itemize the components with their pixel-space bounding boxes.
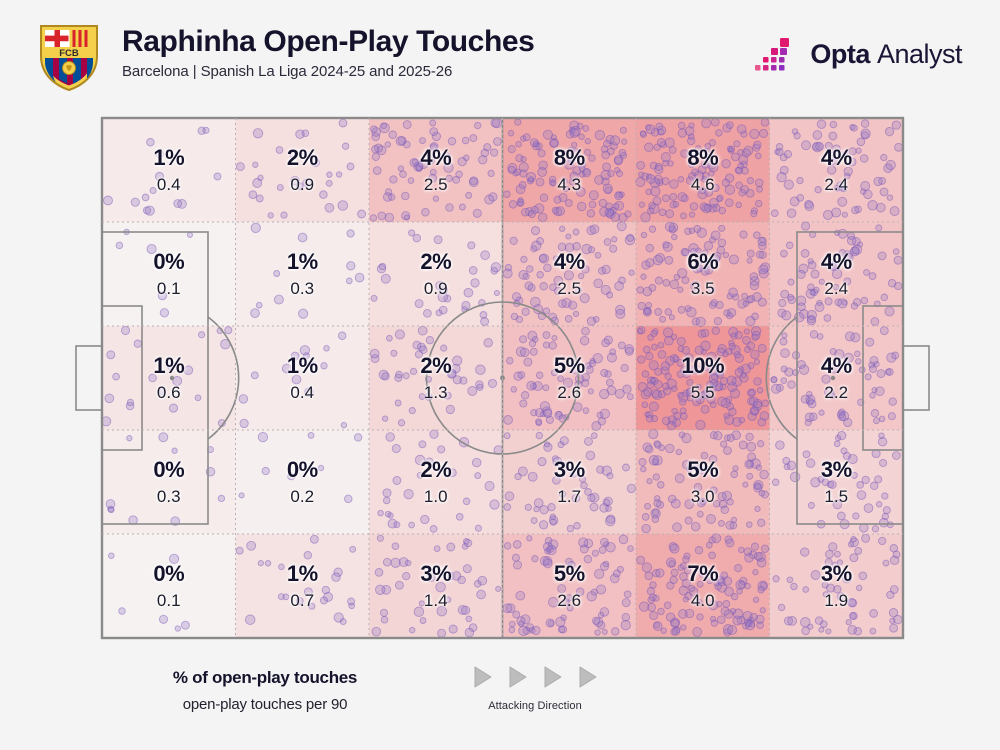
touch-dots [102, 118, 903, 638]
footer: % of open-play touches open-play touches… [0, 655, 1000, 750]
legend-primary-label: % of open-play touches [172, 668, 358, 687]
legend: % of open-play touches open-play touches… [150, 668, 380, 713]
page-title: Raphinha Open-Play Touches [122, 25, 535, 58]
attacking-direction: Attacking Direction [440, 665, 630, 712]
direction-arrow-icon [544, 666, 561, 688]
opta-brand-light: Analyst [876, 38, 963, 69]
zone-dividers [102, 118, 903, 638]
pitch-lines [75, 116, 930, 640]
legend-secondary-label: open-play touches per 90 [182, 696, 348, 713]
direction-arrows [440, 665, 630, 689]
direction-arrow-icon [579, 666, 596, 688]
attacking-direction-label: Attacking Direction [488, 700, 582, 712]
svg-text:FCB: FCB [59, 48, 79, 59]
direction-arrow-icon [474, 666, 491, 688]
pitch-heatmap: 1% 0.4 2% 0.9 4% 2.5 8% 4.3 8% 4.6 4% 2.4 0% 0.1 1% 0.3… [75, 116, 930, 640]
chart-subtitle: Barcelona | Spanish La Liga 2024-25 and … [122, 63, 453, 81]
pitch-svg [75, 116, 930, 640]
opta-bars-icon [755, 38, 790, 71]
heat-cells [102, 118, 903, 638]
title-block: Raphinha Open-Play Touches Barcelona | S… [122, 25, 535, 81]
opta-analyst-logo: Opta Analyst [755, 32, 963, 76]
opta-brand-bold: Opta [810, 38, 870, 69]
opta-wordmark: Opta Analyst [810, 39, 962, 70]
direction-arrow-icon [509, 666, 526, 688]
header: FCB Raphinha Open-Play Touches Barcelona… [0, 0, 1000, 110]
fc-barcelona-crest: FCB [40, 25, 98, 92]
